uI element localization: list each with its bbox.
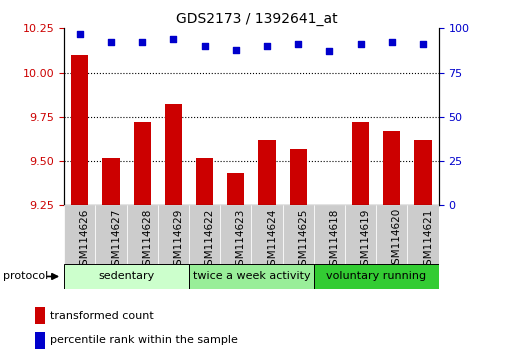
Text: GSM114621: GSM114621 <box>423 208 433 272</box>
Point <box>169 36 177 42</box>
Bar <box>283 205 314 264</box>
Bar <box>189 205 220 264</box>
Text: protocol: protocol <box>3 272 48 281</box>
Bar <box>189 264 314 289</box>
Bar <box>407 205 439 264</box>
Text: voluntary running: voluntary running <box>326 272 426 281</box>
Bar <box>71 55 88 205</box>
Point <box>325 48 333 54</box>
Point <box>419 41 427 47</box>
Point <box>138 40 146 45</box>
Point <box>388 40 396 45</box>
Text: GSM114622: GSM114622 <box>205 208 214 272</box>
Point <box>263 43 271 49</box>
Bar <box>383 131 400 205</box>
Bar <box>165 104 182 205</box>
Text: sedentary: sedentary <box>98 272 154 281</box>
Bar <box>133 122 151 205</box>
Point <box>232 47 240 52</box>
Text: transformed count: transformed count <box>50 310 153 321</box>
Text: GSM114619: GSM114619 <box>361 208 370 272</box>
Text: twice a week activity: twice a week activity <box>192 272 310 281</box>
Text: GSM114629: GSM114629 <box>173 208 183 272</box>
Text: GSM114626: GSM114626 <box>80 208 90 272</box>
Point <box>75 31 84 36</box>
Bar <box>290 149 307 205</box>
Bar <box>259 140 275 205</box>
Bar <box>314 205 345 264</box>
Bar <box>35 307 45 324</box>
Text: GSM114625: GSM114625 <box>298 208 308 272</box>
Bar <box>35 332 45 348</box>
Text: percentile rank within the sample: percentile rank within the sample <box>50 335 238 345</box>
Bar <box>352 122 369 205</box>
Point <box>294 41 302 47</box>
Bar <box>103 158 120 205</box>
Bar <box>314 264 439 289</box>
Bar <box>415 140 431 205</box>
Point <box>201 43 209 49</box>
Bar <box>251 205 283 264</box>
Text: GDS2173 / 1392641_at: GDS2173 / 1392641_at <box>175 12 338 27</box>
Text: GSM114624: GSM114624 <box>267 208 277 272</box>
Bar <box>345 205 376 264</box>
Point <box>107 40 115 45</box>
Bar <box>64 264 189 289</box>
Bar <box>127 205 158 264</box>
Text: GSM114628: GSM114628 <box>142 208 152 272</box>
Point <box>357 41 365 47</box>
Bar <box>95 205 127 264</box>
Bar <box>158 205 189 264</box>
Text: GSM114618: GSM114618 <box>329 208 340 272</box>
Bar <box>64 205 95 264</box>
Bar <box>227 173 244 205</box>
Text: GSM114623: GSM114623 <box>236 208 246 272</box>
Text: GSM114627: GSM114627 <box>111 208 121 272</box>
Text: GSM114620: GSM114620 <box>392 208 402 272</box>
Bar <box>196 158 213 205</box>
Bar <box>376 205 407 264</box>
Bar <box>220 205 251 264</box>
